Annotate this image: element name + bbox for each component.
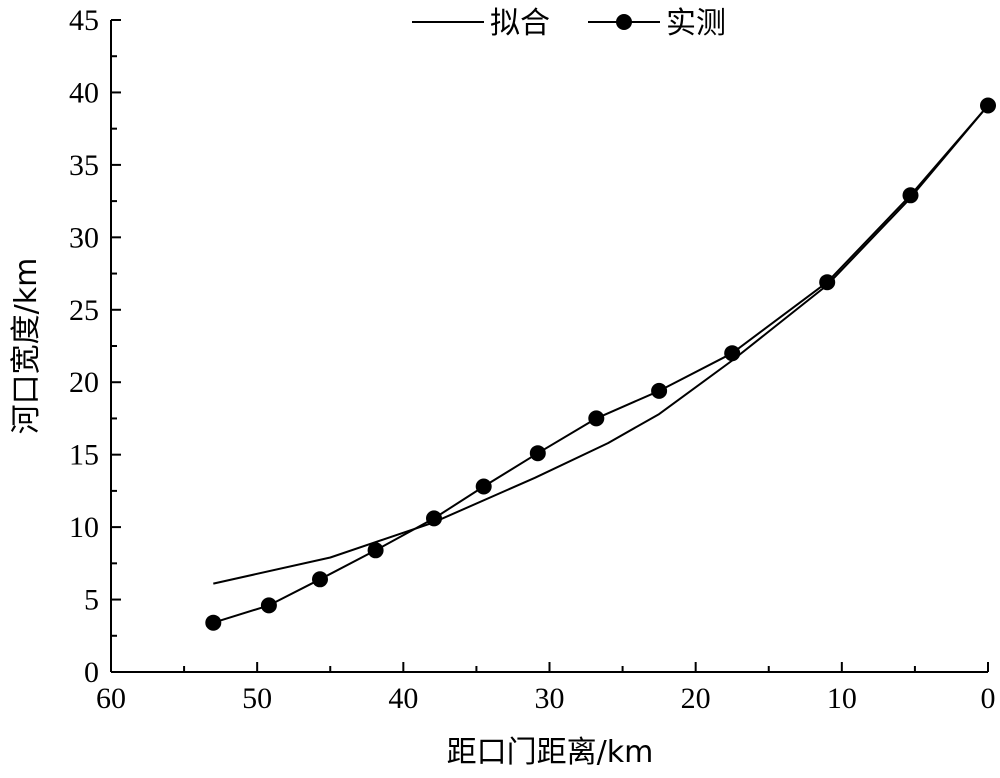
series-measured-point (724, 345, 741, 362)
y-tick-label: 15 (69, 439, 99, 472)
series-measured-point (651, 382, 668, 399)
series-measured-point (980, 97, 996, 114)
legend-fit-label: 拟合 (490, 6, 550, 41)
y-tick-label: 0 (84, 656, 99, 689)
series-fit-line (213, 104, 989, 585)
x-tick-label: 60 (96, 682, 126, 715)
legend: 拟合 实测 (412, 6, 726, 41)
y-tick-label: 35 (69, 149, 99, 182)
series-measured-point (529, 445, 546, 462)
x-axis-title: 距口门距离/km (447, 735, 654, 770)
x-tick-label: 20 (681, 682, 711, 715)
series-measured-point (260, 597, 277, 614)
series-measured-point (367, 542, 384, 559)
series-measured-point (902, 187, 919, 204)
y-tick-label: 25 (69, 294, 99, 327)
y-tick-label: 40 (69, 76, 99, 109)
axes: 60 50 40 30 20 10 0 0 5 10 15 20 25 30 35 40 45 (69, 4, 996, 715)
series-measured-line (213, 104, 989, 624)
series-measured-point (475, 478, 492, 495)
y-tick-label: 30 (69, 221, 99, 254)
x-tick-label: 40 (388, 682, 418, 715)
y-tick-label: 5 (84, 584, 99, 617)
x-tick-label: 50 (242, 682, 272, 715)
series-measured-point (588, 410, 605, 427)
legend-measured-marker (616, 14, 632, 30)
y-tick-label: 45 (69, 4, 99, 37)
x-tick-label: 30 (535, 682, 565, 715)
y-tick-label: 10 (69, 511, 99, 544)
legend-measured-label: 实测 (666, 6, 726, 41)
x-tick-label: 0 (981, 682, 996, 715)
series-measured-point (426, 510, 442, 527)
series-layer (205, 97, 996, 631)
y-axis-title: 河口宽度/km (9, 258, 44, 435)
y-tick-label: 20 (69, 366, 99, 399)
series-measured-point (819, 274, 836, 291)
series-measured-point (312, 571, 328, 588)
x-tick-label: 10 (827, 682, 857, 715)
series-measured-point (205, 614, 222, 631)
